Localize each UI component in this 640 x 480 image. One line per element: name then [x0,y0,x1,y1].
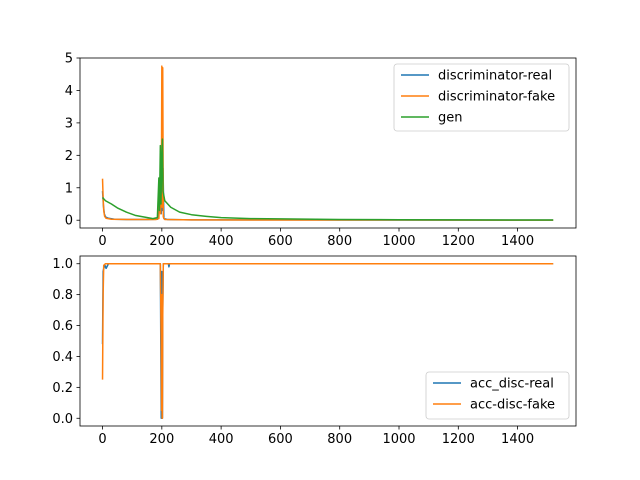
x-tick-label: 400 [209,234,234,249]
x-tick-label: 800 [327,432,352,447]
y-tick-label: 0 [65,214,73,229]
x-tick-label: 1200 [442,432,475,447]
legend-label: gen [438,111,463,126]
x-tick-label: 600 [268,432,293,447]
legend-label: acc_disc-real [470,377,554,392]
y-tick-label: 3 [65,116,73,131]
x-tick-label: 1000 [382,234,415,249]
legend-label: acc-disc-fake [470,398,555,413]
chart-panel-1: 0 200 400 600 800 1000 1200 1400 0 1 2 3 4 5 discrimin… [65,52,577,249]
legend: acc_disc-real acc-disc-fake [425,371,570,420]
series-line-1-1 [101,144,554,221]
chart-panel-2: 0 200 400 600 800 1000 1200 1400 0.0 0.2 0.4 0.6 0.8… [52,255,577,447]
y-tick-label: 1.0 [52,257,73,272]
y-tick-label: 0.0 [52,412,73,427]
x-tick-label: 800 [327,234,352,249]
legend-box [393,63,570,132]
x-tick-label: 1200 [442,234,475,249]
series-line-1-3 [101,138,554,221]
legend-box [425,371,570,420]
y-tick-label: 0.2 [52,381,73,396]
x-tick-label: 600 [268,234,293,249]
series-line-2-2 [101,262,554,420]
y-tick-label: 5 [65,52,73,67]
legend-label: discriminator-fake [438,90,555,105]
y-tick-label: 0.4 [52,350,73,365]
legend: discriminator-real discriminator-fake gen [393,63,570,132]
y-tick-label: 2 [65,149,73,164]
x-tick-label: 200 [149,234,174,249]
y-tick-label: 0.6 [52,319,73,334]
x-tick-label: 0 [98,234,106,249]
x-tick-label: 0 [98,432,106,447]
y-tick-label: 0.8 [52,288,73,303]
y-tick-label: 4 [65,84,73,99]
x-tick-label: 400 [209,432,234,447]
legend-label: discriminator-real [438,69,552,84]
x-tick-label: 1400 [501,432,534,447]
x-tick-label: 1000 [382,432,415,447]
x-tick-label: 200 [149,432,174,447]
axes-frame [79,57,577,229]
axes-frame [79,255,577,427]
y-tick-label: 1 [65,181,73,196]
x-tick-label: 1400 [501,234,534,249]
